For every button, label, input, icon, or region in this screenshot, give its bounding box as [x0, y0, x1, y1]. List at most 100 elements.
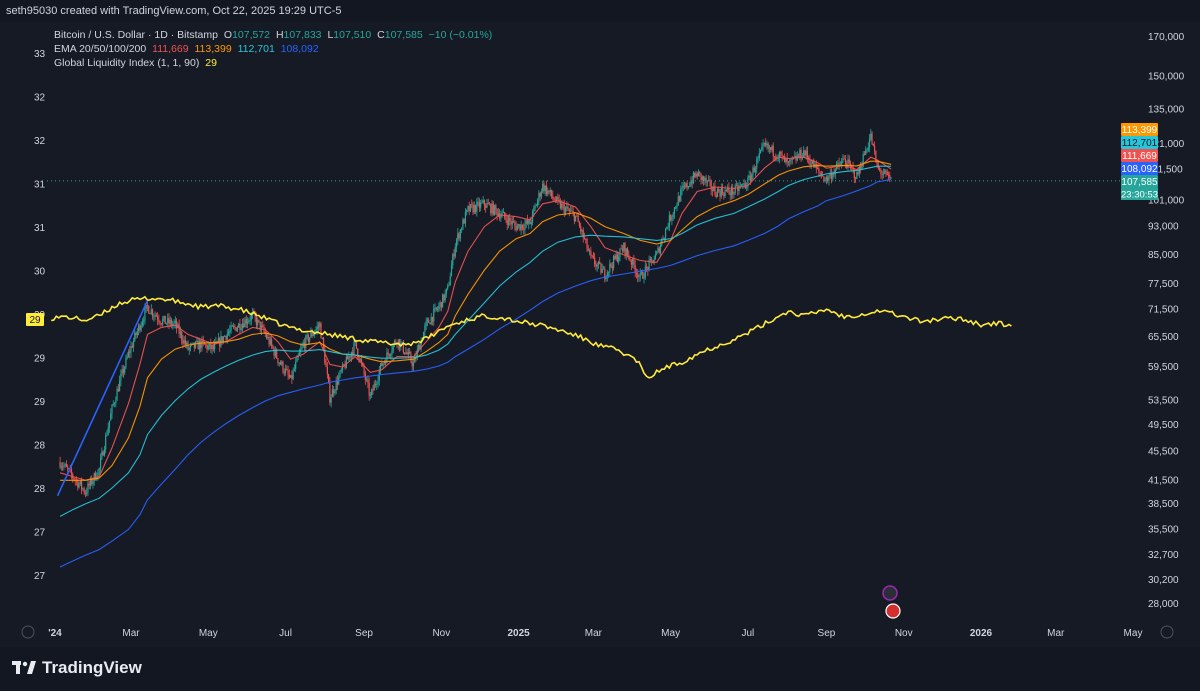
candle-body: [664, 228, 667, 238]
time-axis-label: Mar: [122, 628, 140, 639]
candle-body: [324, 348, 326, 364]
candle-body: [207, 345, 209, 350]
candle-body: [757, 157, 759, 160]
candle-body: [573, 212, 575, 222]
price-tag-label: 107,585: [1121, 177, 1158, 188]
price-axis-label: 135,000: [1148, 104, 1185, 115]
candle-body: [710, 181, 712, 190]
candle-body: [676, 205, 678, 208]
candle-body: [411, 361, 413, 367]
zoom-reset-button[interactable]: [21, 625, 35, 639]
candle-body: [549, 190, 551, 193]
candle-body: [127, 351, 130, 357]
candle-body: [172, 324, 174, 326]
candle-body: [355, 340, 358, 349]
candle-body: [775, 156, 777, 159]
candle-body: [226, 333, 228, 340]
candle-body: [360, 359, 363, 363]
candle-body: [402, 341, 404, 353]
candle-body: [371, 389, 373, 396]
candle-body: [557, 196, 559, 200]
candle-body: [335, 380, 337, 391]
candle-body: [595, 264, 597, 267]
candle-body: [428, 319, 430, 323]
candle-body: [853, 169, 855, 178]
candle-body: [870, 133, 872, 140]
candle-body: [301, 345, 303, 349]
candle-body: [368, 382, 370, 396]
price-axis-label: 59,500: [1148, 362, 1179, 373]
candle-body: [708, 179, 710, 181]
legend-ema-label[interactable]: EMA 20/50/100/200: [54, 43, 147, 55]
candle-body: [816, 168, 819, 169]
candle-body: [540, 191, 543, 197]
time-axis-label: May: [1124, 628, 1143, 639]
candle-body: [520, 224, 522, 231]
time-axis-label: Nov: [895, 628, 913, 639]
legend-gli-label[interactable]: Global Liquidity Index (1, 1, 90): [54, 57, 200, 69]
candle-body: [507, 217, 510, 225]
candle-body: [149, 313, 151, 315]
candle-body: [404, 352, 406, 354]
candle-body: [602, 268, 605, 270]
candle-body: [696, 173, 698, 177]
candle-body: [188, 347, 190, 350]
candle-body: [656, 251, 658, 255]
candle-body: [179, 331, 182, 334]
liquidity-axis-label: 32: [34, 136, 46, 147]
candle-body: [857, 172, 859, 175]
candle-body: [214, 343, 216, 350]
candle-body: [387, 352, 389, 355]
legend-close-label: C: [377, 29, 385, 41]
candle-body: [837, 163, 839, 164]
trendline-drawing[interactable]: [56, 300, 149, 497]
candle-body: [539, 193, 541, 197]
candle-body: [97, 469, 99, 478]
auto-scale-button[interactable]: [1160, 625, 1174, 639]
price-axis-label: 71,500: [1148, 304, 1179, 315]
candle-body: [359, 359, 361, 361]
candle-body: [269, 339, 271, 345]
time-axis-label: May: [661, 628, 680, 639]
candle-body: [738, 187, 740, 192]
legend-open-label: O: [223, 29, 233, 41]
candle-body: [748, 175, 750, 179]
candle-body: [667, 227, 669, 228]
candle-body: [388, 354, 391, 356]
legend-symbol[interactable]: Bitcoin / U.S. Dollar · 1D · Bitstamp: [54, 29, 218, 41]
candle-body: [624, 243, 626, 256]
candle-body: [487, 203, 489, 205]
candle-body: [495, 205, 497, 210]
candle-body: [685, 183, 687, 187]
candle-body: [851, 166, 853, 168]
tradingview-brand[interactable]: TradingView: [12, 658, 142, 678]
candle-body: [70, 468, 73, 475]
price-axis-label: 53,500: [1148, 395, 1179, 406]
candle-body: [572, 211, 574, 213]
candle-body: [312, 334, 315, 336]
candle-body: [265, 334, 268, 339]
candle-body: [241, 323, 244, 329]
candle-body: [618, 257, 620, 262]
candle-body: [316, 326, 318, 330]
candle-body: [167, 317, 169, 324]
candle-body: [759, 150, 762, 154]
candle-body: [132, 340, 135, 348]
candle-body: [189, 344, 192, 348]
us-flag-event-icon[interactable]: [885, 603, 901, 619]
candle-body: [282, 361, 284, 372]
price-chart[interactable]: 170,000 150,000 135,000 121,000 111,500 101,0…: [0, 22, 1200, 647]
lightning-event-icon[interactable]: [882, 585, 898, 601]
candle-body: [823, 176, 825, 181]
price-axis-label: 93,000: [1148, 222, 1179, 233]
candle-body: [401, 341, 403, 343]
candle-body: [220, 336, 222, 347]
candle-body: [305, 335, 307, 348]
candle-body: [154, 315, 156, 316]
candle-body: [281, 361, 283, 365]
candle-body: [181, 331, 183, 341]
legend-ema20-value: 111,669: [152, 43, 189, 55]
candle-body: [182, 340, 184, 344]
candle-body: [117, 388, 119, 392]
